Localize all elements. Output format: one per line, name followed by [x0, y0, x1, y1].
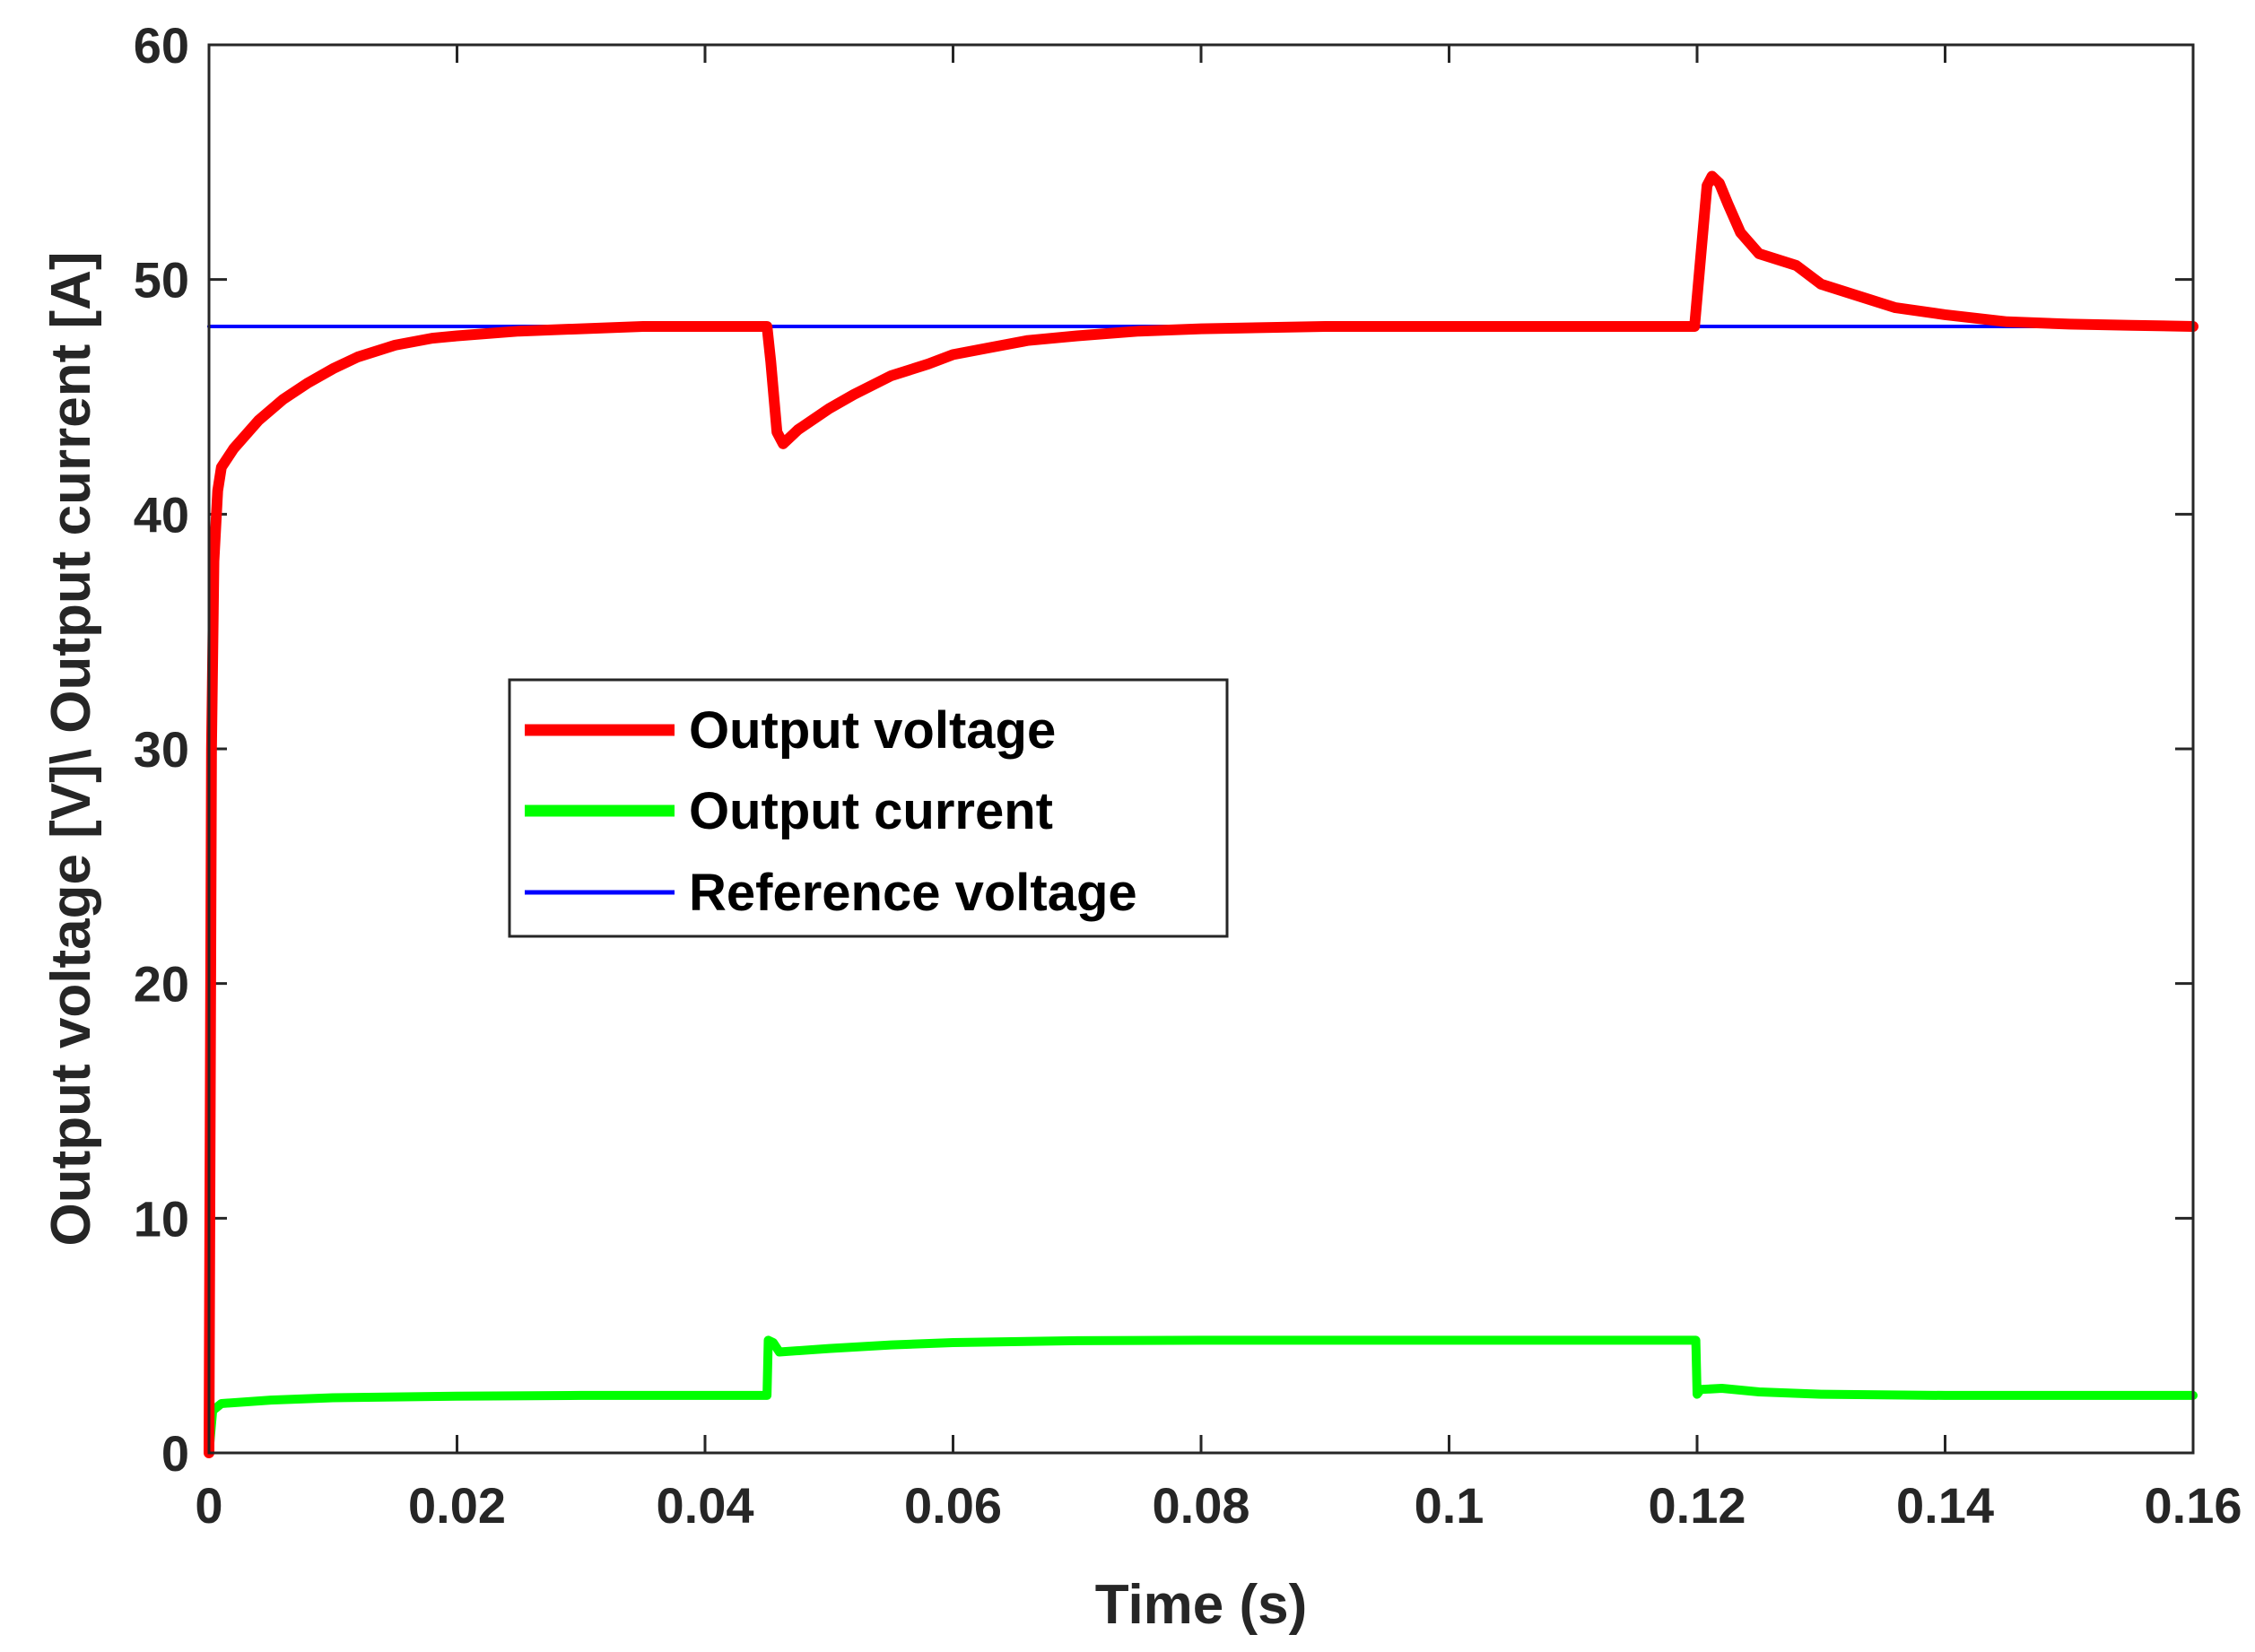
x-tick-label: 0.16 — [2145, 1477, 2242, 1534]
plot-series — [204, 170, 2198, 1458]
x-tick-label: 0.08 — [1153, 1477, 1250, 1534]
legend-label-reference-voltage: Reference voltage — [689, 864, 1137, 922]
y-tick-label: 20 — [134, 956, 189, 1013]
y-tick-label: 40 — [134, 486, 189, 543]
tick-labels: 0 0.02 0.04 0.06 0.08 0.1 0.12 0.14 0.16 0 10 20 30 4… — [134, 17, 2242, 1534]
series-line-output-current — [205, 1335, 2198, 1457]
legend-label-output-current: Output current — [689, 782, 1053, 840]
x-tick-label: 0.06 — [904, 1477, 1002, 1534]
y-tick-label: 30 — [134, 721, 189, 778]
x-tick-label: 0.1 — [1415, 1477, 1484, 1534]
y-tick-label: 60 — [134, 17, 189, 74]
x-tick-label: 0.02 — [408, 1477, 506, 1534]
y-tick-label: 10 — [134, 1190, 189, 1247]
legend-label-output-voltage: Output voltage — [689, 701, 1056, 760]
y-axis-label: Output voltage [V]\ Output current [A] — [40, 251, 102, 1246]
x-tick-label: 0 — [195, 1477, 222, 1534]
x-tick-label: 0.12 — [1649, 1477, 1746, 1534]
x-tick-label: 0.04 — [657, 1477, 754, 1534]
y-tick-label: 50 — [134, 252, 189, 309]
legend: Output voltage Output current Reference … — [508, 678, 1229, 938]
plot-frame — [207, 43, 2195, 1455]
x-axis-label: Time (s) — [1095, 1574, 1308, 1636]
series-line-output-voltage — [204, 170, 2198, 1458]
y-tick-label: 0 — [161, 1425, 189, 1482]
x-tick-label: 0.14 — [1896, 1477, 1994, 1534]
